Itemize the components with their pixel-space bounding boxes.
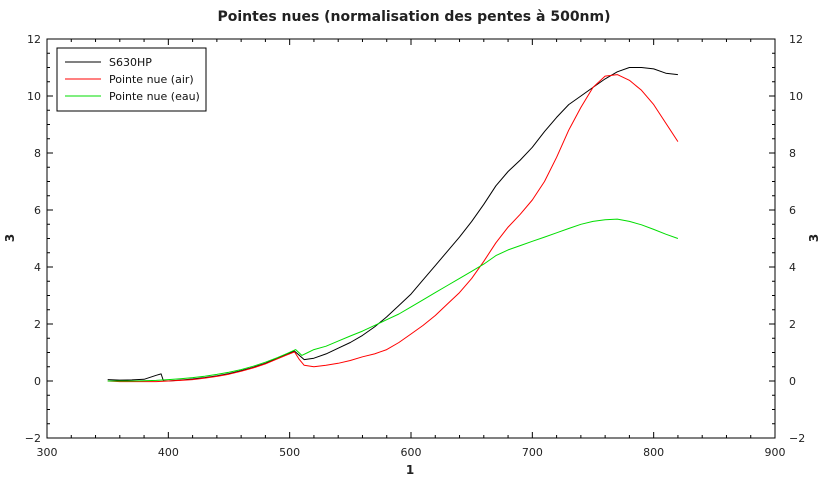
- y-tick-label-right: 0: [789, 375, 796, 388]
- x-tick-label: 900: [765, 446, 786, 459]
- x-tick-label: 800: [643, 446, 664, 459]
- y-tick-label-left: 6: [34, 204, 41, 217]
- y-tick-label-left: 12: [27, 33, 41, 46]
- x-tick-label: 700: [522, 446, 543, 459]
- x-tick-label: 600: [401, 446, 422, 459]
- chart-title: Pointes nues (normalisation des pentes à…: [217, 9, 610, 25]
- y-tick-label-right: 6: [789, 204, 796, 217]
- x-axis-title: 1: [406, 463, 414, 477]
- y-tick-label-right: 12: [789, 33, 803, 46]
- x-tick-label: 300: [37, 446, 58, 459]
- plot-series: [107, 67, 679, 383]
- y-tick-label-right: 2: [789, 318, 796, 331]
- y-tick-label-right: 10: [789, 90, 803, 103]
- x-tick-label: 500: [279, 446, 300, 459]
- y-tick-label-left: 4: [34, 261, 41, 274]
- series-line-air: [107, 74, 679, 383]
- y-tick-label-left: 0: [34, 375, 41, 388]
- legend-label-s630hp: S630HP: [109, 56, 152, 69]
- y-tick-label-left: 10: [27, 90, 41, 103]
- y-tick-label-left: −2: [25, 432, 41, 445]
- y-tick-label-right: 8: [789, 147, 796, 160]
- plot-frame: [46, 38, 776, 439]
- legend-label-eau: Pointe nue (eau): [109, 90, 200, 103]
- legend-label-air: Pointe nue (air): [109, 73, 194, 86]
- tick-labels: 300 400 500 600 700 800 900−2 −20 02 24 46 68 810 101…: [25, 33, 805, 459]
- x-tick-label: 400: [158, 446, 179, 459]
- y-tick-label-right: −2: [789, 432, 805, 445]
- y-axis-title-right: 3: [807, 234, 821, 242]
- y-axis-title-left: 3: [3, 234, 17, 242]
- y-tick-label-left: 2: [34, 318, 41, 331]
- y-tick-label-left: 8: [34, 147, 41, 160]
- y-tick-label-right: 4: [789, 261, 796, 274]
- series-line-eau: [107, 218, 679, 382]
- legend: S630HP Pointe nue (air) Pointe nue (eau): [56, 47, 207, 112]
